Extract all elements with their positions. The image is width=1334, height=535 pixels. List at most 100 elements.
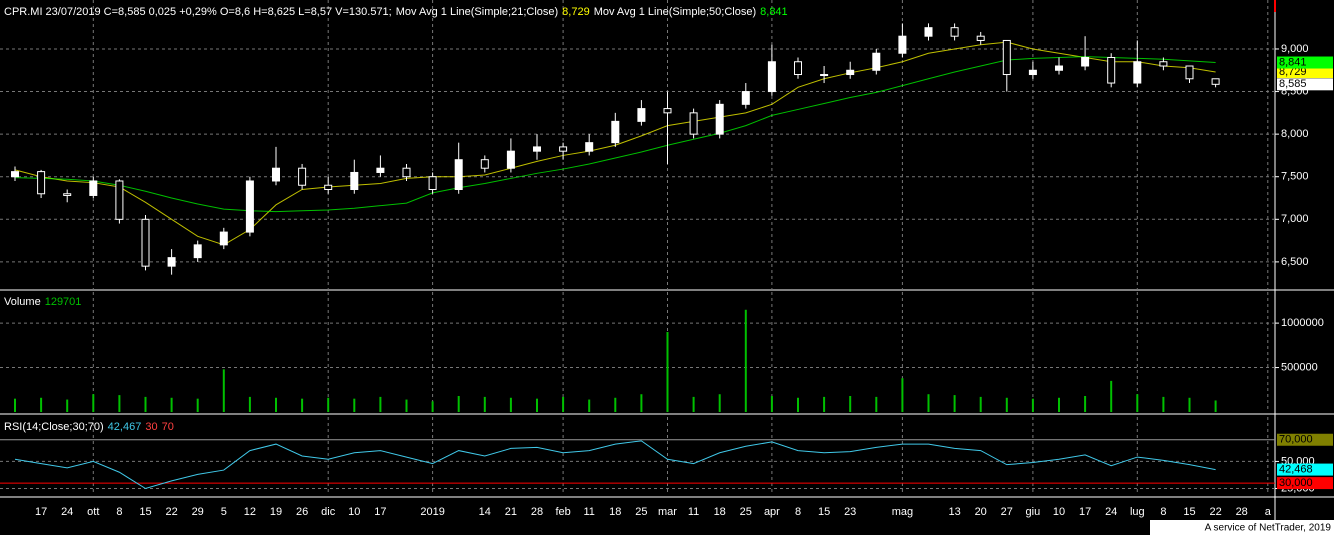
legend-title: RSI(14;Close;30;70) [4, 421, 104, 433]
candle-body [559, 146, 568, 152]
y-tick-label: 9,000 [1281, 43, 1309, 55]
volume-bar [144, 396, 147, 412]
level-tag: 70,000 [1279, 434, 1313, 446]
volume-bar [1136, 394, 1139, 412]
x-tick-label: 20 [975, 506, 987, 518]
volume-bar [457, 396, 460, 412]
candle-body [11, 171, 19, 178]
candle-body [141, 218, 150, 267]
volume-bar [1214, 400, 1217, 412]
volume-bar [718, 394, 721, 412]
x-tick-label: 21 [505, 506, 517, 518]
x-tick-label: 10 [1053, 506, 1065, 518]
x-tick-label: a [1265, 506, 1272, 518]
legend-level: 30 [145, 421, 157, 433]
volume-bar [301, 398, 304, 412]
candle-body [715, 103, 724, 135]
x-tick-label: 22 [1209, 506, 1221, 518]
legend: Volume 129701 [4, 296, 81, 308]
candle-body [115, 180, 124, 220]
volume-bar [1110, 380, 1113, 412]
candle-body [193, 244, 202, 259]
x-tick-label: 27 [1001, 506, 1013, 518]
x-tick-label: 8 [116, 506, 122, 518]
volume-bar [14, 398, 16, 412]
volume-bar [222, 369, 225, 412]
x-tick-label: dic [321, 506, 336, 518]
volume-bar [666, 332, 669, 412]
candle-body [1185, 65, 1194, 80]
candle-body [376, 167, 385, 173]
volume-bar [1005, 397, 1008, 412]
moving-average [14, 56, 1216, 213]
volume-bar [353, 398, 356, 412]
volume-bar [509, 397, 512, 412]
candle-body [976, 35, 985, 41]
level-tag: 30,000 [1279, 477, 1313, 489]
x-tick-label: 29 [192, 506, 204, 518]
x-tick-label: 11 [583, 506, 594, 518]
candle-body [1211, 78, 1220, 85]
x-tick-label: 19 [270, 506, 282, 518]
candle-body [1002, 39, 1011, 76]
x-tick-label: 2019 [420, 506, 444, 518]
volume-bar [196, 398, 199, 412]
candle-body [454, 159, 463, 191]
candle-body [1159, 61, 1168, 67]
candle-body [846, 69, 855, 76]
x-tick-label: 5 [221, 506, 227, 518]
x-tick-label: 18 [714, 506, 726, 518]
level-tag-bg [1277, 433, 1333, 446]
candle-body [898, 35, 907, 54]
candle-body [794, 61, 802, 76]
candle-body [272, 167, 280, 182]
candle-body [506, 150, 515, 169]
candle-body [89, 180, 98, 196]
candle-body [689, 112, 698, 135]
candle-body [167, 257, 176, 267]
volume-bar [248, 396, 251, 412]
volume-bar [640, 394, 643, 412]
rsi-line [14, 440, 1216, 490]
y-tick-label: 1000000 [1281, 317, 1324, 329]
y-tick-label: 7,500 [1281, 171, 1309, 183]
volume-bar [66, 399, 69, 412]
volume-bar [92, 394, 95, 412]
volume-bar [483, 396, 486, 412]
candle-body [872, 52, 881, 71]
last-value-tag-bg [1277, 78, 1333, 91]
candle-body [350, 171, 359, 191]
volume-bar [1058, 397, 1060, 412]
candle-body [533, 146, 541, 152]
x-tick-label: 15 [139, 506, 151, 518]
legend-title: CPR.MI 23/07/2019 C=8,585 0,025 +0,29% O… [4, 6, 392, 18]
last-value-tag-bg [1277, 56, 1333, 69]
x-tick-label: mag [892, 506, 913, 518]
volume-bar [118, 395, 121, 412]
y-tick-label: 8,000 [1281, 128, 1309, 140]
x-tick-label: 15 [1183, 506, 1195, 518]
candle-body [924, 27, 933, 37]
candle-body [1081, 56, 1090, 67]
level-tag-bg [1277, 477, 1333, 490]
x-tick-label: mar [658, 506, 677, 518]
last-value-tag: 8,585 [1279, 78, 1307, 90]
volume-bar [327, 397, 330, 412]
x-tick-label: lug [1130, 506, 1145, 518]
candle-body [1107, 56, 1116, 84]
last-value-tag-bg [1277, 66, 1333, 79]
volume-bar [953, 395, 956, 412]
volume-bar [562, 396, 565, 412]
x-tick-label: 17 [1079, 506, 1091, 518]
footer-box [1150, 520, 1334, 535]
last-value-tag: 42,468 [1279, 463, 1313, 475]
x-tick-label: 26 [296, 506, 308, 518]
x-tick-label: 15 [818, 506, 830, 518]
candle-body [402, 167, 411, 178]
candle-body [1055, 65, 1063, 71]
volume-bar [1031, 398, 1034, 412]
legend-name: Mov Avg 1 Line(Simple;50;Close) [594, 6, 756, 18]
x-tick-label: 17 [35, 506, 47, 518]
candle-body [741, 91, 750, 105]
volume-bar [405, 399, 408, 412]
